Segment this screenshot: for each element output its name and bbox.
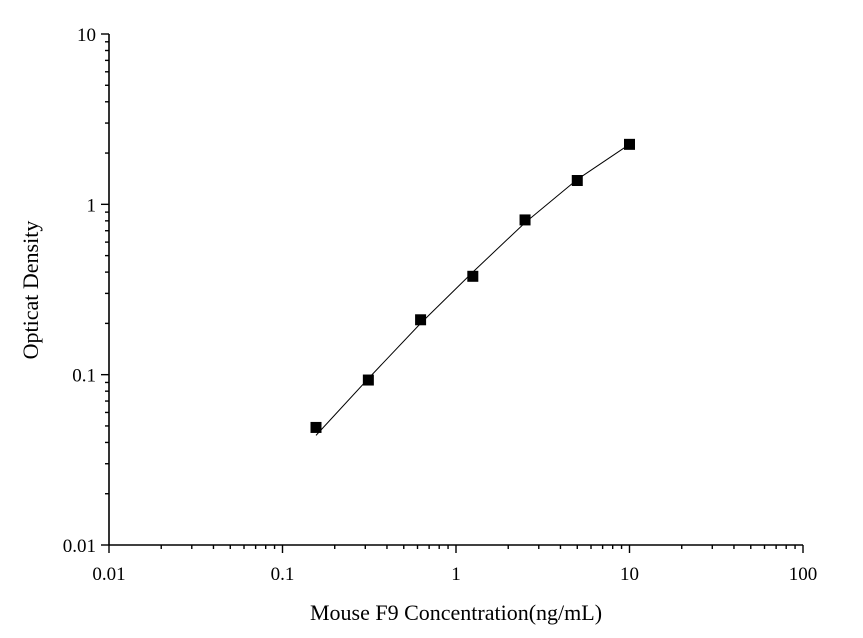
data-points <box>310 138 635 433</box>
x-tick-label: 0.1 <box>271 564 295 585</box>
y-ticks <box>101 33 109 546</box>
data-point <box>362 374 374 386</box>
axes <box>108 34 803 546</box>
data-point <box>624 138 635 150</box>
x-tick-label: 0.01 <box>92 564 125 585</box>
data-point <box>310 421 322 433</box>
fit-line <box>315 143 630 436</box>
y-tick-labels: 0.01 0.1 1 10 <box>63 25 96 557</box>
x-tick-label: 10 <box>620 564 639 585</box>
y-tick-label: 1 <box>87 195 97 216</box>
y-tick-label: 0.1 <box>72 366 96 387</box>
y-tick-label: 10 <box>77 25 96 46</box>
data-point <box>415 314 427 326</box>
data-point <box>571 175 583 187</box>
x-tick-label: 100 <box>789 564 818 585</box>
data-point <box>467 270 479 282</box>
data-point <box>519 214 531 226</box>
x-ticks <box>108 545 804 553</box>
y-tick-label: 0.01 <box>63 536 96 557</box>
x-tick-labels: 0.01 0.1 1 10 100 <box>92 564 817 585</box>
y-axis-title: Opticat Density <box>18 221 43 360</box>
x-tick-label: 1 <box>451 564 461 585</box>
x-axis-title: Mouse F9 Concentration(ng/mL) <box>310 600 602 625</box>
fit <box>315 143 630 436</box>
